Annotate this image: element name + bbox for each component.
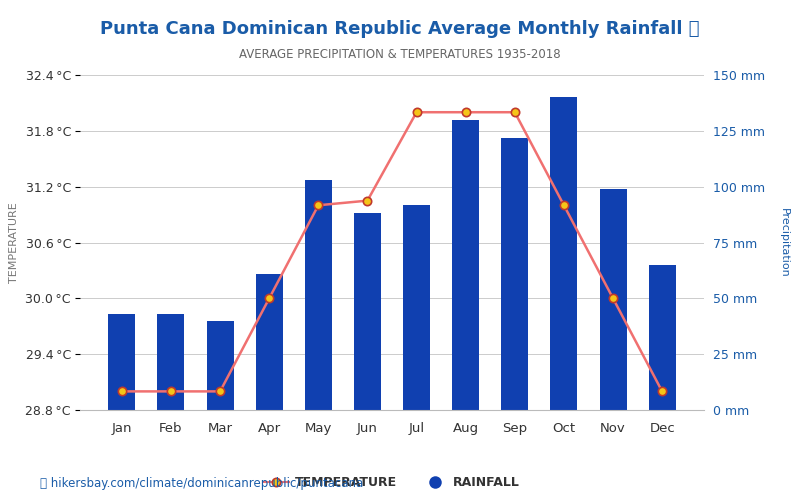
Bar xyxy=(502,138,528,410)
Bar xyxy=(206,320,234,410)
Bar xyxy=(354,214,381,410)
Text: AVERAGE PRECIPITATION & TEMPERATURES 1935-2018: AVERAGE PRECIPITATION & TEMPERATURES 193… xyxy=(239,48,561,60)
Text: Punta Cana Dominican Republic Average Monthly Rainfall 🌧: Punta Cana Dominican Republic Average Mo… xyxy=(100,20,700,38)
Bar xyxy=(599,189,626,410)
Legend: TEMPERATURE, RAINFALL: TEMPERATURE, RAINFALL xyxy=(258,471,526,494)
Bar xyxy=(158,314,185,410)
Bar xyxy=(305,180,332,410)
Bar xyxy=(256,274,282,410)
Bar xyxy=(452,120,479,410)
Y-axis label: TEMPERATURE: TEMPERATURE xyxy=(10,202,19,283)
Text: 📍 hikersbay.com/climate/dominicanrepublic/puntacana: 📍 hikersbay.com/climate/dominicanrepubli… xyxy=(40,477,363,490)
Bar xyxy=(403,204,430,410)
Bar xyxy=(550,98,578,410)
Bar xyxy=(108,314,135,410)
Y-axis label: Precipitation: Precipitation xyxy=(779,208,789,278)
Bar xyxy=(649,265,676,410)
